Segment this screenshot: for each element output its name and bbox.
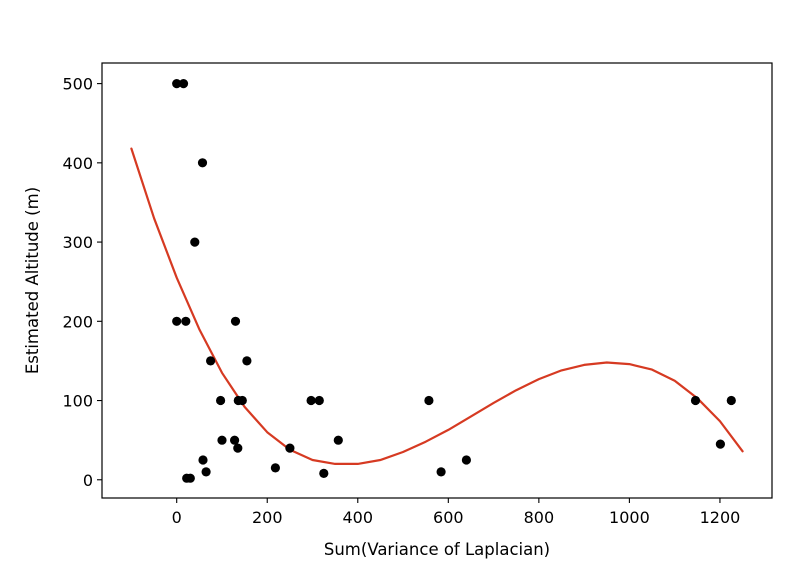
x-axis-label: Sum(Variance of Laplacian) xyxy=(324,540,550,559)
data-point xyxy=(690,395,701,406)
data-point xyxy=(178,79,189,89)
data-point xyxy=(270,463,280,473)
data-point xyxy=(237,395,247,406)
x-tick-label: 1000 xyxy=(609,508,650,527)
data-point xyxy=(233,443,243,453)
y-axis-label: Estimated Altitude (m) xyxy=(23,187,42,374)
data-point xyxy=(172,79,182,89)
x-tick-label: 600 xyxy=(433,508,464,527)
data-point xyxy=(424,395,434,406)
data-point xyxy=(715,439,726,449)
data-point xyxy=(436,467,446,477)
y-tick-label: 100 xyxy=(62,392,93,411)
data-point xyxy=(197,158,208,168)
data-point xyxy=(216,395,226,406)
data-point xyxy=(461,455,471,465)
data-point xyxy=(314,395,324,406)
data-point xyxy=(726,395,736,406)
y-tick-label: 300 xyxy=(62,233,93,252)
x-axis: 0 200 400 600 800 1000 1200 xyxy=(172,498,741,527)
data-point xyxy=(217,435,227,445)
data-point xyxy=(190,237,200,247)
x-tick-label: 0 xyxy=(172,508,182,527)
y-axis: 0 100 200 300 400 500 xyxy=(62,75,102,490)
y-tick-label: 0 xyxy=(83,471,93,490)
x-tick-label: 200 xyxy=(252,508,283,527)
x-tick-label: 800 xyxy=(524,508,555,527)
plot-frame xyxy=(101,62,773,499)
x-tick-label: 1200 xyxy=(700,508,741,527)
y-tick-label: 400 xyxy=(62,154,93,173)
data-point xyxy=(201,467,211,477)
y-tick-label: 500 xyxy=(62,75,93,94)
data-point xyxy=(181,316,191,326)
fit-curve xyxy=(130,147,744,465)
data-point xyxy=(230,316,241,326)
data-point xyxy=(185,473,195,483)
y-tick-label: 200 xyxy=(62,312,93,331)
data-point xyxy=(206,356,216,366)
data-layer xyxy=(130,79,744,483)
data-point xyxy=(242,356,252,366)
x-tick-label: 400 xyxy=(343,508,374,527)
data-point xyxy=(333,435,343,445)
data-point xyxy=(285,443,295,453)
data-point xyxy=(306,395,316,406)
data-point xyxy=(319,468,329,478)
data-point xyxy=(230,435,240,445)
data-point xyxy=(172,316,182,326)
data-point xyxy=(198,455,208,465)
